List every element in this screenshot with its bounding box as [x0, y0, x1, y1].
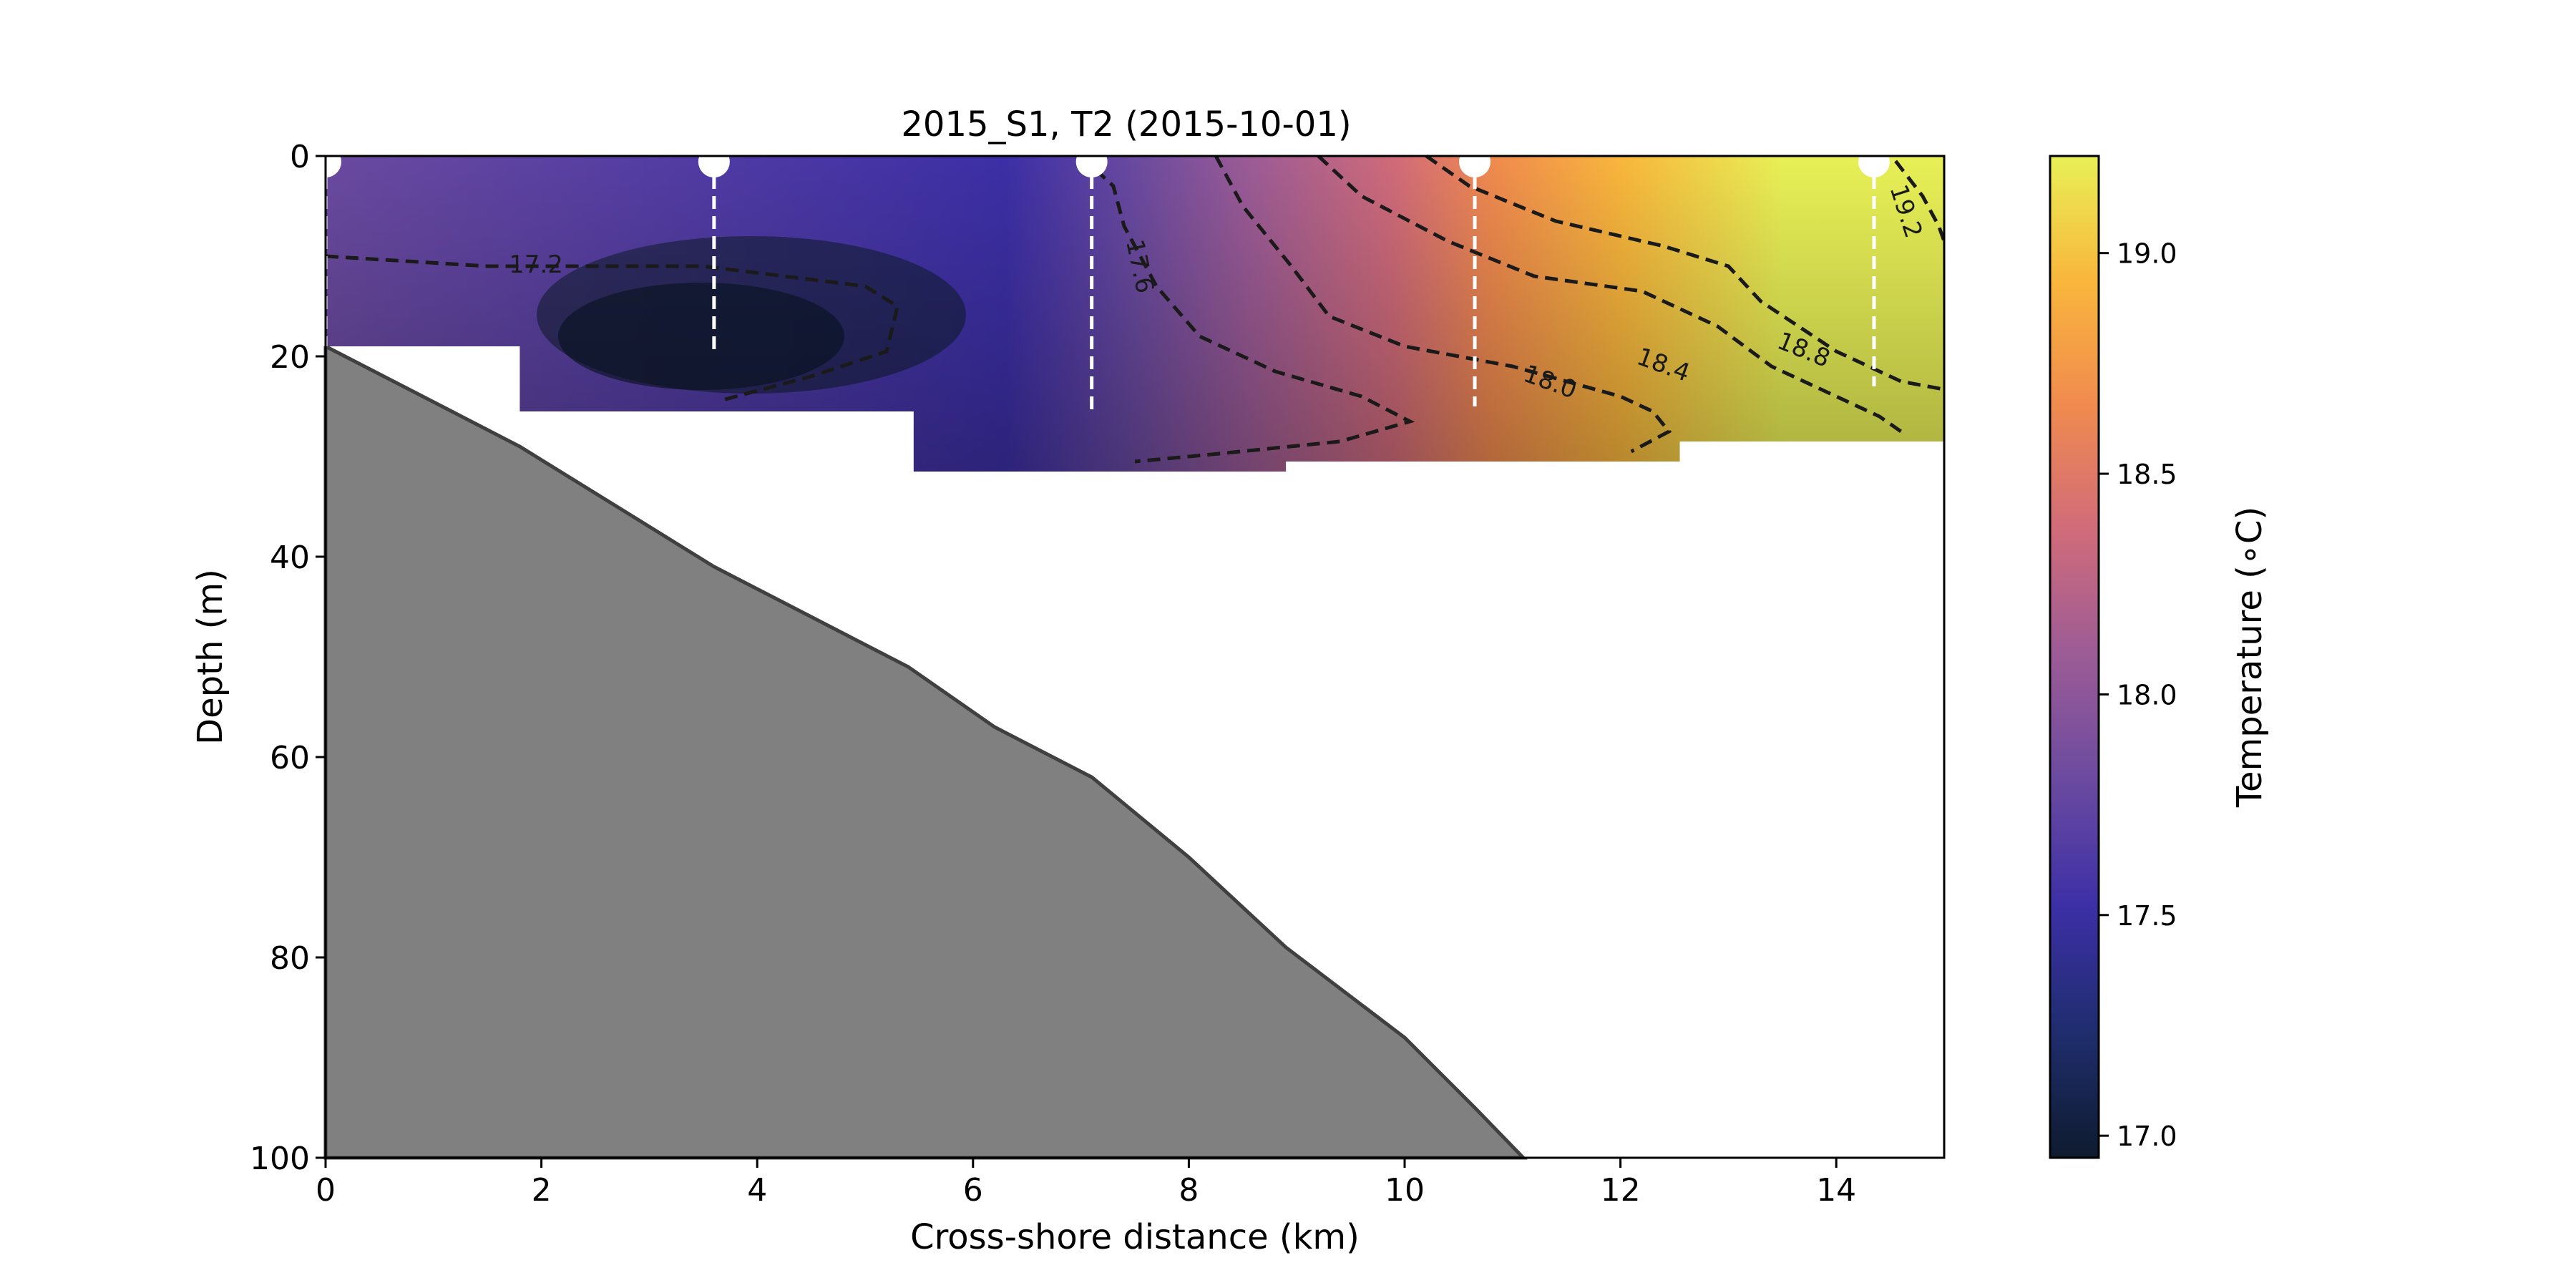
contour-line-17.2 — [325, 254, 900, 401]
colorbar-ticks: 17.0 17.5 18.0 18.5 19.0 — [2099, 238, 2177, 1152]
colorbar-tick-label: 17.0 — [2117, 1121, 2177, 1152]
colorbar: 17.0 17.5 18.0 18.5 19.0 Temperature (∘C) — [2049, 155, 2270, 1159]
x-axis-label: Cross-shore distance (km) — [910, 1217, 1360, 1257]
colorbar-tick-label: 18.5 — [2117, 459, 2177, 490]
x-tick-label: 4 — [747, 1172, 767, 1209]
colorbar-gradient — [2049, 155, 2100, 1159]
colorbar-tick-label: 17.5 — [2117, 900, 2177, 932]
chart-title: 2015_S1, T2 (2015-10-01) — [901, 104, 1351, 145]
y-tick-label: 100 — [250, 1141, 310, 1177]
plot-area: 17.2 17.618.0 18.4 18.819.2 — [310, 146, 1946, 1160]
x-tick-label: 2 — [532, 1172, 552, 1209]
colorbar-label: Temperature (∘C) — [2230, 507, 2270, 808]
y-tick-label: 20 — [270, 339, 310, 376]
x-tick-label: 0 — [316, 1172, 336, 1209]
x-tick-label: 12 — [1601, 1172, 1641, 1209]
x-tick-label: 6 — [963, 1172, 983, 1209]
contour-line-18.0 — [1214, 155, 1672, 454]
y-tick-label: 0 — [290, 139, 310, 175]
x-tick-label: 10 — [1385, 1172, 1425, 1209]
x-tick-label: 14 — [1816, 1172, 1856, 1209]
contour-line-17.6 — [1079, 155, 1415, 464]
station-marker-3 — [1075, 146, 1108, 177]
y-tick-label: 40 — [270, 540, 310, 576]
station-marker-5 — [1858, 146, 1890, 177]
contour-line-18.8 — [1425, 154, 1945, 391]
contour-label-17.2: 17.2 — [509, 250, 563, 279]
y-axis: 0 20 40 60 80 100 — [250, 139, 326, 1177]
x-tick-label: 8 — [1179, 1172, 1199, 1209]
contour-line-19.2 — [1894, 160, 1946, 242]
colorbar-tick-label: 19.0 — [2117, 238, 2177, 270]
y-tick-label: 60 — [270, 740, 310, 776]
station-marker-2 — [698, 146, 730, 177]
x-axis: 0 2 4 6 8 10 12 14 — [316, 1158, 1856, 1209]
station-marker-4 — [1459, 146, 1491, 177]
contour-line-18.4 — [1317, 155, 1903, 434]
plot-frame — [324, 155, 1946, 1159]
y-axis-label: Depth (m) — [190, 569, 230, 745]
y-tick-label: 80 — [270, 940, 310, 977]
colorbar-tick-label: 18.0 — [2117, 679, 2177, 711]
